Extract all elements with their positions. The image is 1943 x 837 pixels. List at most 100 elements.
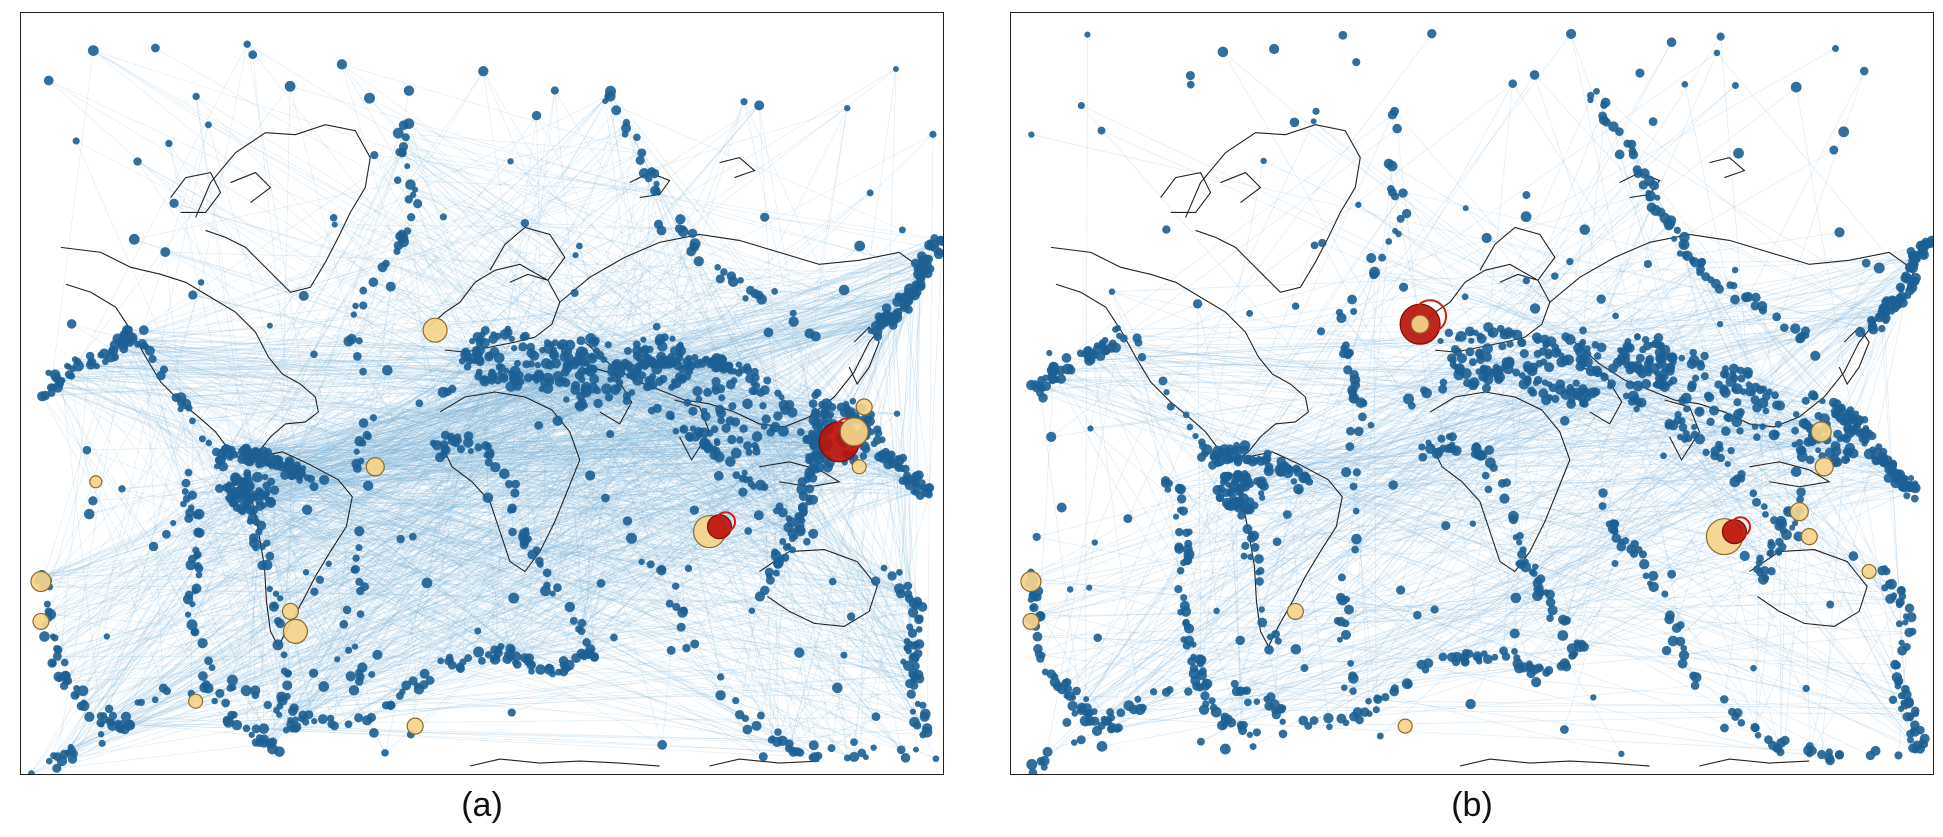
network-edge	[1400, 366, 1456, 591]
network-edge	[360, 355, 648, 678]
seismic-node	[1381, 693, 1390, 702]
seismic-node	[689, 505, 700, 515]
seismic-node	[610, 633, 618, 642]
network-edge	[716, 368, 909, 666]
seismic-node	[587, 353, 598, 364]
network-edge	[402, 152, 717, 359]
seismic-node	[1188, 668, 1200, 680]
network-edge	[402, 152, 935, 239]
network-edge	[291, 243, 936, 477]
network-edge	[538, 374, 914, 613]
seismic-node	[362, 480, 374, 491]
seismic-node	[180, 500, 187, 508]
network-edge	[246, 531, 260, 729]
seismic-node	[184, 468, 193, 477]
network-edge	[246, 377, 549, 449]
network-edge	[402, 461, 815, 693]
network-edge	[251, 456, 553, 675]
network-edge	[1747, 70, 1865, 298]
network-edge	[129, 271, 724, 343]
seismic-node	[231, 719, 243, 731]
network-edge	[671, 304, 907, 358]
network-edge	[528, 538, 736, 701]
network-edge	[265, 115, 537, 497]
seismic-node	[836, 402, 846, 412]
network-edge	[228, 680, 914, 723]
network-edge	[412, 291, 911, 537]
seismic-node	[225, 445, 233, 453]
network-edge	[479, 349, 783, 542]
seismic-node	[82, 445, 92, 455]
network-edge	[254, 435, 866, 544]
seismic-node	[1116, 708, 1126, 718]
seismic-node	[197, 637, 208, 649]
network-edge	[223, 403, 599, 467]
network-edge	[43, 392, 761, 587]
network-edge	[70, 599, 189, 748]
network-edge	[247, 501, 587, 643]
network-edge	[498, 389, 616, 650]
network-edge	[263, 321, 880, 506]
network-edge	[71, 375, 539, 426]
seismic-node	[108, 711, 118, 721]
network-edge	[287, 382, 545, 674]
network-edge	[229, 488, 606, 499]
seismic-node	[236, 488, 247, 499]
seismic-node	[368, 277, 379, 287]
network-edge	[226, 448, 514, 599]
network-edge	[402, 245, 860, 693]
seismic-node	[542, 372, 554, 384]
seismic-node	[638, 167, 650, 179]
network-edge	[711, 361, 918, 726]
network-edge	[568, 357, 721, 696]
network-edge	[269, 557, 357, 590]
network-edge	[57, 367, 622, 380]
seismic-node	[523, 527, 530, 534]
network-edge	[284, 406, 733, 672]
seismic-node	[406, 212, 416, 222]
seismic-node	[745, 285, 755, 295]
network-edge	[44, 95, 608, 637]
network-edge	[1263, 160, 1804, 424]
network-edge	[359, 596, 760, 673]
seismic-node	[888, 459, 898, 469]
seismic-node	[180, 398, 192, 410]
network-edge	[277, 433, 611, 622]
network-edge	[242, 253, 939, 452]
network-edge	[294, 655, 585, 709]
network-edge	[270, 659, 338, 744]
network-edge	[1285, 465, 1547, 593]
network-edge	[71, 288, 915, 751]
network-edge	[214, 529, 527, 702]
network-edge	[491, 453, 689, 569]
network-edge	[599, 339, 661, 356]
seismic-node	[138, 325, 149, 336]
network-edge	[234, 376, 479, 455]
network-edge	[234, 493, 450, 658]
network-edge	[563, 456, 880, 661]
network-edge	[291, 137, 407, 477]
network-edge	[96, 365, 720, 410]
seismic-node	[352, 352, 362, 361]
network-edge	[1097, 349, 1517, 373]
network-edge	[510, 555, 777, 657]
network-edge	[1180, 509, 1244, 613]
network-edge	[124, 338, 802, 509]
seismic-node	[620, 358, 630, 368]
network-edge	[368, 359, 481, 438]
seismic-node	[484, 651, 493, 659]
seismic-node	[489, 373, 497, 382]
network-edge	[672, 338, 829, 430]
network-edge	[498, 468, 813, 650]
seismic-node	[161, 529, 171, 539]
network-edge	[1732, 374, 1902, 709]
network-edge	[141, 569, 355, 703]
network-edge	[1039, 387, 1082, 711]
network-edge	[373, 417, 487, 456]
network-edge	[786, 476, 917, 548]
network-edge	[266, 275, 732, 544]
seismic-node	[366, 712, 377, 723]
network-edge	[124, 612, 914, 730]
network-edge	[690, 251, 820, 459]
network-edge	[173, 203, 591, 476]
